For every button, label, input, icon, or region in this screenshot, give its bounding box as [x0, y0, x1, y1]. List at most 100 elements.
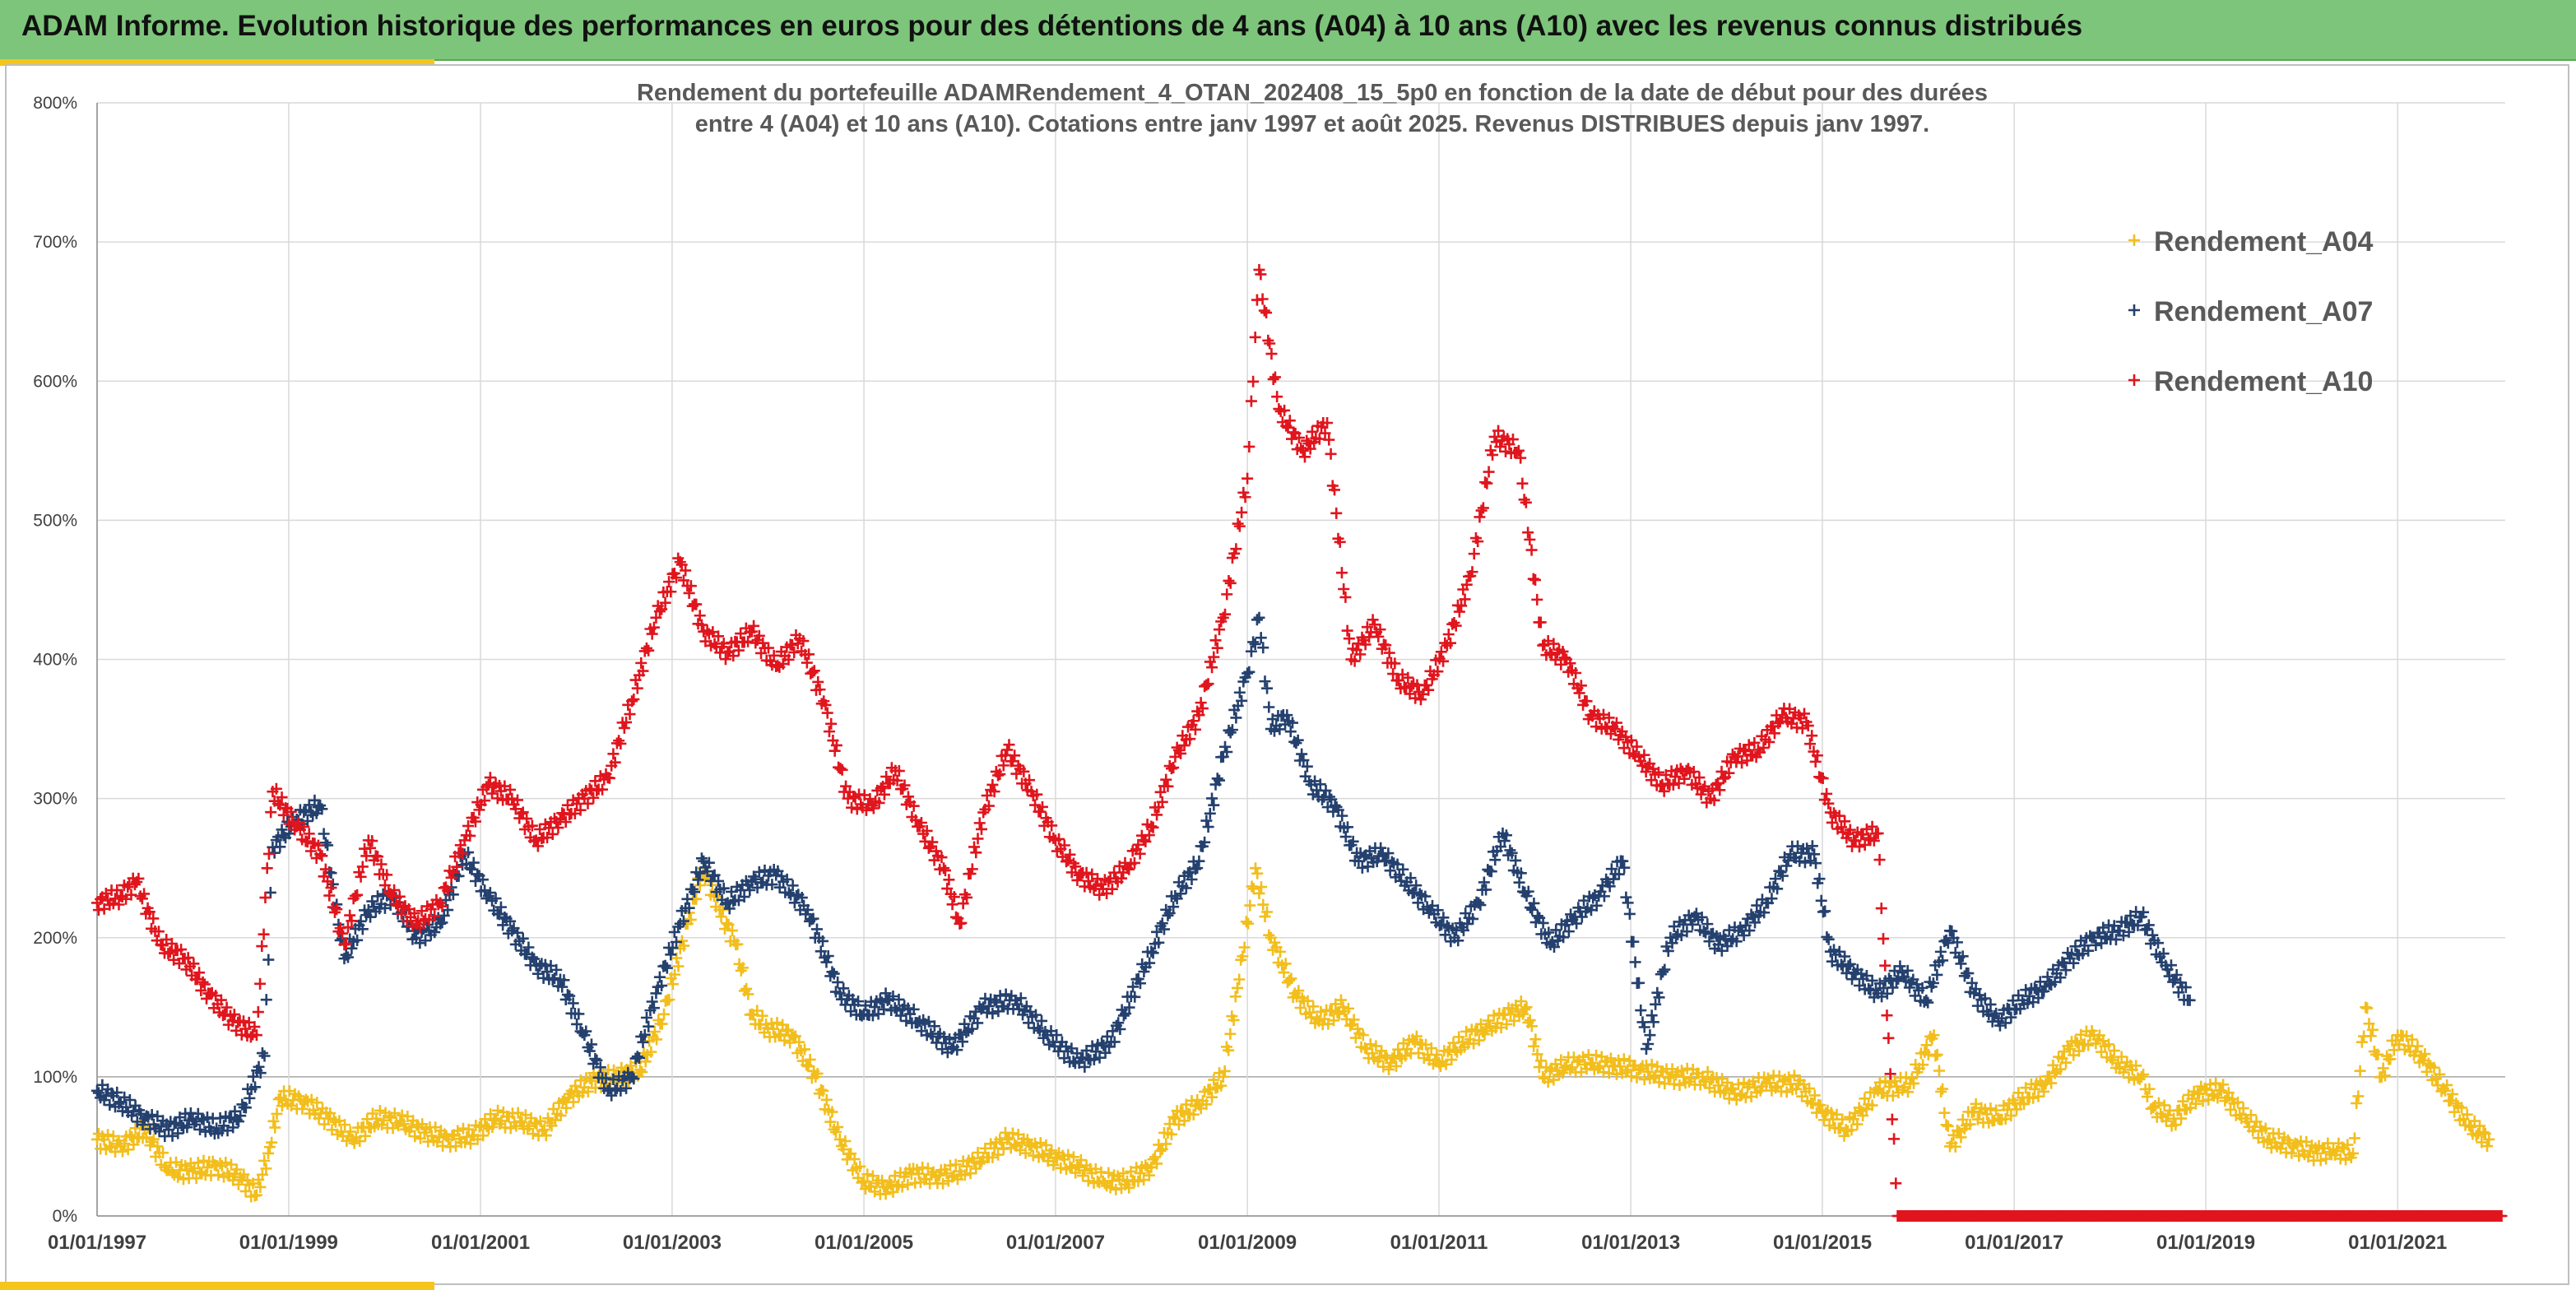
data-point — [663, 994, 675, 1006]
data-point — [1110, 1183, 1122, 1195]
data-point — [1158, 923, 1170, 935]
data-point — [414, 1132, 426, 1144]
data-point — [2179, 981, 2192, 994]
data-point — [1439, 929, 1451, 941]
data-point — [1162, 780, 1174, 792]
data-point — [534, 960, 546, 972]
data-point — [1218, 740, 1231, 753]
data-point — [1990, 1104, 2003, 1116]
data-point — [861, 1168, 874, 1181]
data-point — [1887, 981, 1899, 994]
data-point — [2470, 1130, 2482, 1142]
data-point — [768, 649, 780, 661]
data-point — [2177, 1095, 2189, 1107]
data-point — [2356, 1036, 2368, 1048]
data-point — [261, 862, 273, 875]
data-point — [262, 954, 275, 966]
data-point — [1478, 1028, 1491, 1041]
data-point — [2428, 1061, 2440, 1074]
data-point — [1561, 915, 1573, 927]
data-point — [256, 940, 268, 953]
data-point — [2365, 1030, 2377, 1042]
data-point — [1873, 1076, 1886, 1088]
data-point — [1209, 634, 1222, 647]
data-point — [1436, 918, 1448, 930]
data-point — [118, 1091, 131, 1103]
data-point — [1236, 694, 1248, 707]
data-point — [1448, 616, 1460, 629]
data-point — [2117, 1066, 2129, 1079]
data-point — [1772, 717, 1785, 730]
data-point — [170, 1156, 183, 1168]
data-point — [946, 898, 958, 911]
data-point — [1356, 861, 1368, 874]
data-point — [1920, 1039, 1933, 1051]
data-point — [220, 1001, 233, 1014]
data-point — [634, 1052, 646, 1064]
data-point — [594, 1061, 606, 1074]
data-point — [938, 1031, 950, 1043]
data-point — [1189, 723, 1201, 735]
data-point — [607, 748, 620, 760]
data-point — [674, 556, 686, 568]
data-point — [1074, 1154, 1087, 1167]
data-point — [1687, 766, 1700, 778]
data-point — [927, 1166, 940, 1178]
data-point — [260, 1162, 272, 1175]
data-point — [958, 1169, 971, 1181]
data-point — [1347, 835, 1359, 847]
data-point — [589, 1053, 601, 1065]
data-point — [1758, 907, 1771, 919]
data-point — [960, 1026, 972, 1038]
data-point — [1335, 567, 1348, 579]
data-point — [1446, 1054, 1458, 1066]
data-point — [1642, 1065, 1655, 1078]
data-point — [1251, 867, 1264, 879]
data-point — [1139, 835, 1152, 847]
data-point — [340, 938, 352, 950]
data-point — [1167, 1111, 1180, 1123]
data-point — [122, 1144, 134, 1156]
data-point — [1180, 882, 1192, 894]
data-point — [768, 1023, 780, 1035]
data-point — [1274, 945, 1286, 958]
data-point — [355, 870, 367, 883]
data-point — [1700, 1075, 1712, 1088]
data-point — [1964, 1118, 1976, 1130]
data-point — [527, 1128, 539, 1140]
data-point — [1258, 304, 1270, 317]
data-point — [552, 822, 564, 834]
data-point — [666, 978, 679, 991]
data-point — [650, 987, 662, 1000]
data-point — [348, 1137, 360, 1149]
data-point — [2108, 1045, 2120, 1057]
data-point — [1023, 1139, 1036, 1151]
data-point — [838, 982, 850, 995]
data-point — [1631, 740, 1643, 753]
data-point — [1776, 870, 1789, 882]
data-point — [1021, 1134, 1033, 1146]
data-point — [1036, 1014, 1048, 1027]
data-point — [669, 968, 681, 981]
data-point — [1815, 894, 1827, 907]
data-point — [1134, 1167, 1146, 1180]
data-point — [567, 997, 579, 1009]
data-point — [132, 872, 145, 884]
data-point — [2189, 1097, 2202, 1110]
data-point — [1242, 667, 1254, 680]
data-point — [1604, 880, 1616, 893]
data-point — [937, 1177, 949, 1190]
data-point — [2031, 984, 2043, 996]
data-point — [434, 917, 447, 930]
data-point — [1249, 638, 1261, 650]
data-point — [2351, 1097, 2363, 1110]
data-point — [1525, 1020, 1538, 1032]
data-point — [678, 940, 690, 952]
data-point — [260, 994, 272, 1006]
data-point — [254, 977, 267, 990]
data-point — [1288, 426, 1300, 439]
data-point — [1127, 981, 1139, 993]
data-point — [966, 1023, 978, 1035]
data-point — [1213, 774, 1225, 787]
data-point — [992, 769, 1005, 782]
